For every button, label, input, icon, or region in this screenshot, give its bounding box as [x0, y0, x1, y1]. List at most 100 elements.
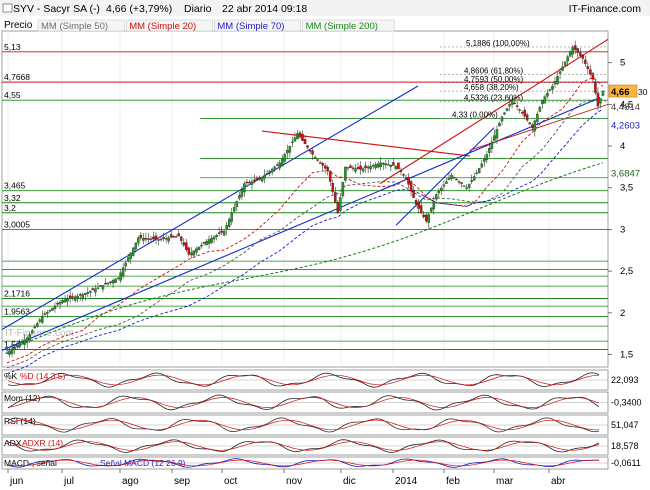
- candle-body: [407, 177, 410, 185]
- candle-body: [159, 238, 163, 241]
- candle-body: [594, 81, 597, 93]
- level-label: 1,56: [4, 339, 21, 349]
- candle-body: [114, 278, 117, 283]
- x-tick-label: dic: [343, 476, 356, 487]
- candle-body: [275, 164, 279, 166]
- candle-body: [28, 334, 31, 341]
- candle-body: [470, 180, 473, 182]
- x-tick-label: abr: [551, 476, 566, 487]
- candle-body: [563, 61, 567, 66]
- candle-body: [538, 106, 542, 112]
- candle-body: [465, 187, 468, 189]
- price-tick-label: 2,5: [620, 266, 633, 277]
- candle-body: [351, 167, 355, 169]
- x-tick-label: nov: [286, 476, 302, 487]
- candle-body: [89, 290, 92, 293]
- ma200-line: [6, 162, 604, 351]
- candle-body: [480, 163, 484, 168]
- candle-body: [435, 194, 438, 200]
- candle-body: [591, 73, 595, 80]
- candle-body: [382, 163, 385, 165]
- candle-body: [485, 154, 489, 161]
- level-label: 2,1716: [4, 288, 30, 298]
- candle-body: [483, 158, 486, 162]
- candle-body: [432, 200, 436, 210]
- indicator-signal-line: [7, 374, 600, 386]
- candle-body: [66, 298, 69, 302]
- candle-body: [450, 175, 453, 179]
- candle-body: [58, 302, 62, 305]
- candle-body: [561, 66, 564, 71]
- current-price-label: 4,66: [611, 87, 630, 98]
- candle-body: [81, 294, 85, 299]
- fib-label: 5,1886 (100,00%): [466, 39, 530, 48]
- candle-body: [430, 207, 433, 212]
- candle-body: [111, 280, 115, 284]
- candle-body: [392, 162, 395, 166]
- candle-body: [84, 293, 87, 296]
- indicator-line: [7, 458, 599, 468]
- fib-label: 4,33 (0,00%): [452, 111, 498, 120]
- candle-body: [533, 120, 537, 132]
- candle-body: [326, 166, 329, 172]
- candle-body: [258, 177, 261, 180]
- candle-body: [164, 238, 168, 240]
- candle-body: [227, 219, 231, 227]
- collapse-icon[interactable]: [2, 3, 13, 13]
- candle-body: [197, 246, 201, 251]
- candle-body: [361, 168, 365, 172]
- candle-body: [424, 214, 428, 222]
- candle-body: [493, 135, 496, 141]
- watermark: IT-Finance.com: [5, 328, 74, 339]
- candle-body: [422, 214, 425, 218]
- candle-body: [174, 236, 178, 238]
- candle-body: [306, 145, 309, 148]
- candle-body: [599, 98, 602, 104]
- candle-body: [149, 238, 153, 240]
- candle-body: [515, 105, 519, 107]
- candle-body: [364, 165, 367, 168]
- candle-body: [53, 306, 57, 309]
- candle-body: [51, 308, 54, 311]
- candle-body: [154, 235, 158, 240]
- candle-body: [147, 238, 150, 240]
- level-label: 3,0005: [4, 219, 30, 229]
- indicator-value: 51,047: [611, 420, 639, 430]
- candle-body: [573, 45, 577, 50]
- candle-body: [195, 248, 198, 253]
- candle-body: [298, 132, 302, 138]
- legend-item: MM (Simple 50): [41, 21, 108, 32]
- candle-body: [233, 207, 236, 212]
- candle-body: [200, 244, 203, 247]
- candle-body: [417, 202, 420, 209]
- candle-body: [336, 202, 340, 213]
- candle-body: [245, 181, 249, 184]
- indicator-signal-line: [7, 419, 600, 431]
- candle-body: [202, 242, 206, 244]
- candle-body: [250, 181, 254, 185]
- quote-value: 4,66 (+3,79%): [106, 3, 172, 15]
- level-label: 5,13: [4, 42, 21, 52]
- price-tick-label: 5: [620, 58, 625, 69]
- price-panel: [1, 30, 609, 368]
- candle-body: [452, 177, 456, 179]
- current-price-box: [608, 84, 638, 98]
- candle-body: [99, 285, 102, 287]
- candle-body: [10, 348, 14, 354]
- candle-body: [437, 191, 441, 194]
- ma20-line: [6, 76, 604, 364]
- candle-body: [409, 181, 413, 192]
- indicator-signal-line: [7, 441, 600, 451]
- candle-body: [462, 185, 466, 187]
- candle-body: [488, 147, 491, 153]
- candle-body: [412, 189, 415, 198]
- candle-body: [374, 164, 377, 169]
- candle-body: [510, 100, 514, 105]
- x-tick-label: jul: [63, 476, 74, 487]
- candle-body: [394, 165, 398, 169]
- candle-body: [185, 242, 188, 251]
- channel-upper: [1, 85, 419, 330]
- candle-body: [354, 168, 357, 172]
- candle-body: [116, 277, 120, 279]
